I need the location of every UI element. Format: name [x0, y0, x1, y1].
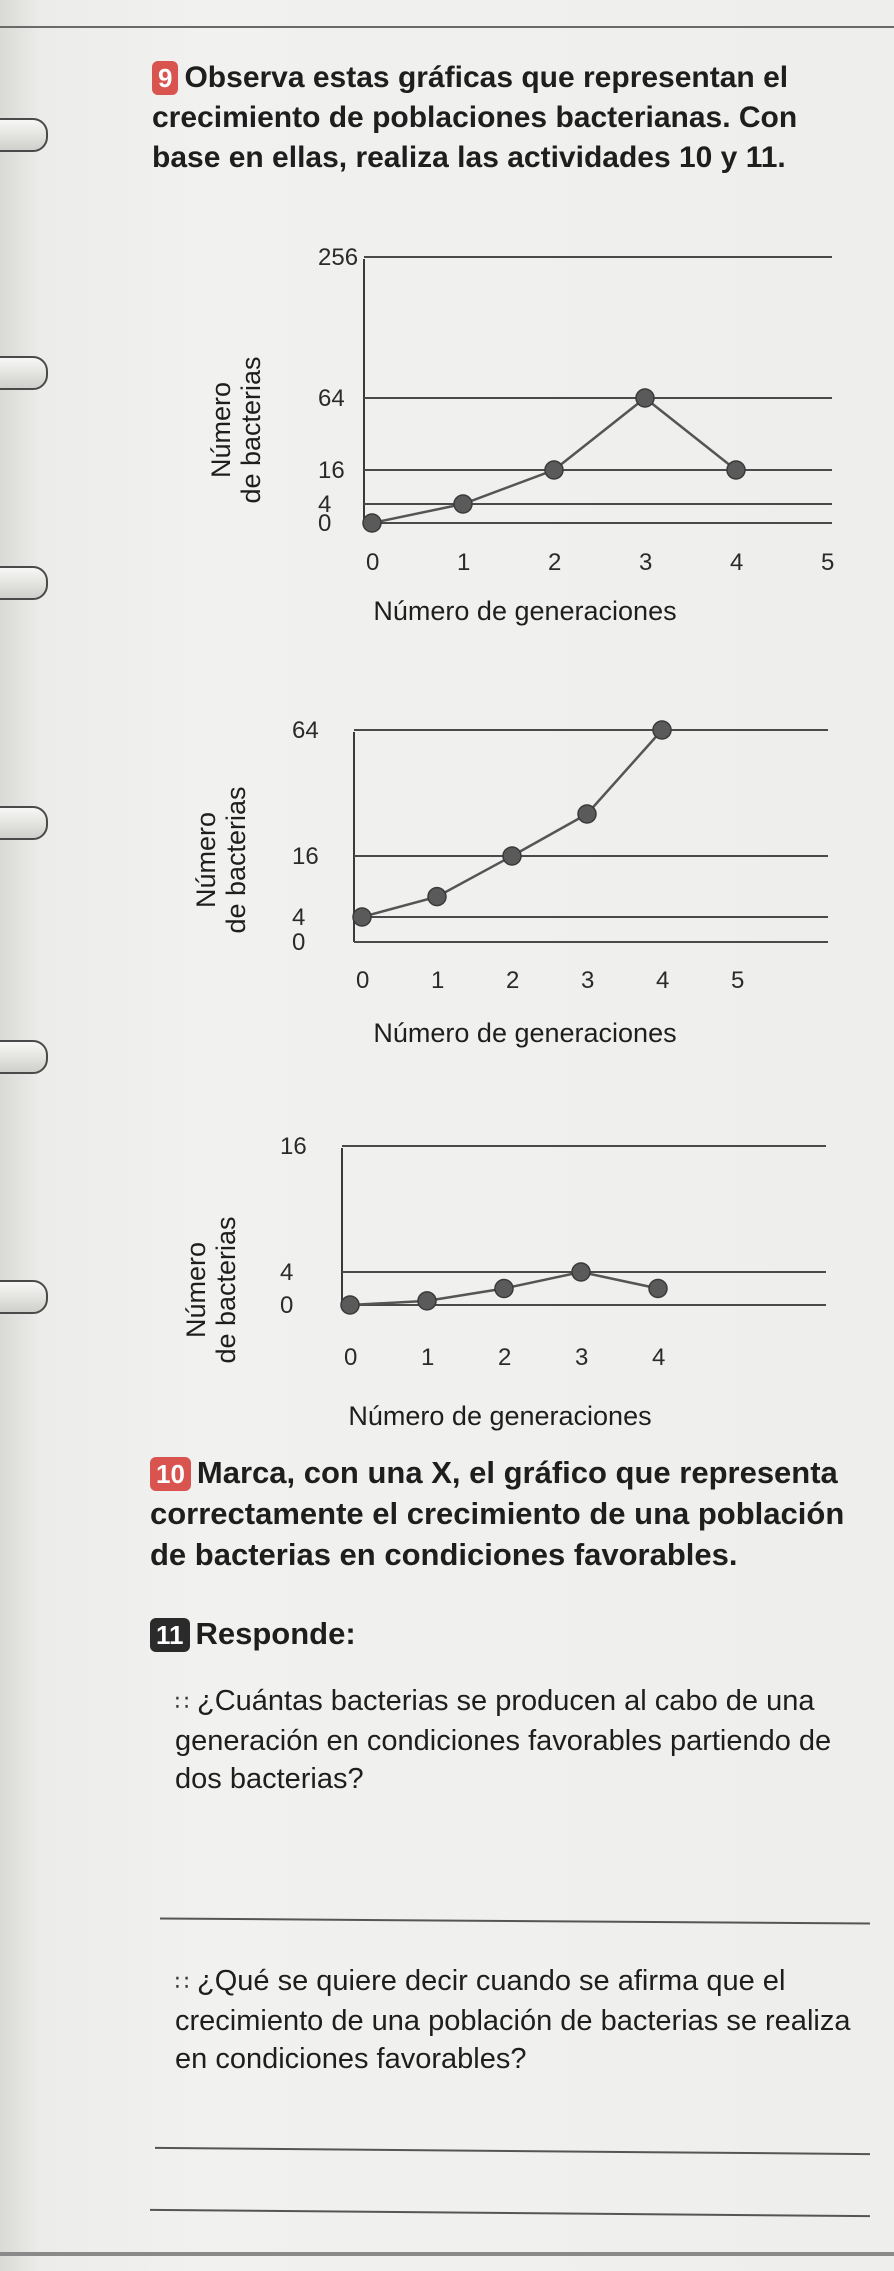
y-axis-title-line-1: Número	[191, 812, 221, 908]
x-tick-label: 1	[431, 967, 444, 994]
x-tick-label: 4	[730, 549, 743, 576]
question-10: 10 Marca, con una X, el gráfico que repre…	[150, 1452, 880, 1575]
question-10-text: Marca, con una X, el gráfico que represe…	[150, 1455, 845, 1572]
y-axis-title-line-1: Número	[206, 382, 236, 478]
question-number-badge: 11	[150, 1618, 190, 1652]
binder-ring	[0, 806, 48, 840]
y-tick-label: 16	[292, 843, 319, 870]
data-point	[362, 513, 382, 533]
data-point	[352, 907, 372, 927]
data-point	[577, 804, 597, 824]
x-tick-label: 3	[581, 967, 594, 994]
y-tick-label: 16	[318, 457, 345, 484]
y-tick-label: 4	[292, 904, 305, 931]
top-rule	[0, 26, 894, 28]
x-axis-title: Número de generaciones	[348, 1401, 651, 1431]
question-11b-text: ¿Qué se quiere decir cuando se afirma qu…	[175, 1965, 851, 2075]
y-tick-label: 0	[292, 929, 305, 956]
data-point	[635, 388, 655, 408]
question-number-badge: 9	[152, 61, 179, 95]
question-11a-text: ¿Cuántas bacterias se producen al cabo d…	[175, 1685, 832, 1795]
x-tick-label: 0	[344, 1344, 357, 1371]
binder-ring	[0, 566, 48, 600]
question-11-title: Responde:	[195, 1616, 356, 1651]
data-point	[571, 1262, 591, 1282]
x-tick-label: 3	[575, 1344, 588, 1371]
question-11: 11 Responde:	[150, 1616, 356, 1652]
y-tick-label: 0	[280, 1292, 293, 1319]
x-tick-label: 0	[356, 967, 369, 994]
data-point	[494, 1278, 514, 1299]
y-tick-label: 64	[318, 385, 345, 412]
question-9: 9 Observa estas gráficas que representan …	[152, 58, 872, 178]
x-tick-label: 0	[366, 549, 379, 576]
data-point	[652, 720, 672, 740]
x-tick-label: 5	[821, 549, 834, 576]
x-tick-label: 4	[656, 967, 669, 994]
x-tick-label: 4	[652, 1344, 665, 1371]
x-tick-label: 3	[639, 549, 652, 576]
question-9-text: Observa estas gráficas que representan e…	[152, 61, 798, 174]
x-tick-label: 2	[506, 967, 519, 994]
x-axis-title: Número de generaciones	[373, 1018, 676, 1048]
data-point	[544, 460, 564, 480]
y-tick-label: 16	[280, 1133, 307, 1160]
x-tick-label: 5	[731, 967, 744, 994]
question-number-badge: 10	[150, 1457, 191, 1491]
data-point	[726, 460, 746, 480]
answer-line[interactable]	[150, 2208, 870, 2218]
bottom-rule	[0, 2252, 894, 2256]
binder-ring	[0, 118, 48, 152]
bullet-icon: ∷	[175, 1690, 189, 1715]
x-tick-label: 1	[457, 549, 470, 576]
binder-ring	[0, 1280, 48, 1314]
x-tick-label: 2	[498, 1344, 511, 1371]
answer-line[interactable]	[155, 2146, 870, 2156]
x-tick-label: 2	[548, 549, 561, 576]
y-axis-title-line-2: de bacterias	[221, 786, 251, 933]
y-axis-title-line-2: de bacterias	[211, 1216, 241, 1363]
data-point	[502, 846, 522, 866]
y-tick-label: 4	[280, 1259, 293, 1286]
binder-ring	[0, 356, 48, 390]
y-tick-label: 256	[318, 244, 358, 271]
x-axis-title: Número de generaciones	[373, 596, 676, 626]
question-11b: ∷ ¿Qué se quiere decir cuando se afirma q…	[175, 1962, 875, 2078]
data-point	[453, 494, 473, 514]
y-tick-label: 0	[318, 510, 331, 537]
data-point	[427, 886, 447, 907]
binder-ring	[0, 1040, 48, 1074]
bullet-icon: ∷	[175, 1970, 189, 1995]
y-axis-title-line-2: de bacterias	[236, 356, 266, 503]
question-11a: ∷ ¿Cuántas bacterias se producen al cabo …	[175, 1682, 875, 1798]
data-point	[417, 1291, 437, 1311]
y-tick-label: 64	[292, 717, 319, 744]
y-axis-title-line-1: Número	[181, 1242, 211, 1338]
data-point	[340, 1295, 360, 1315]
chart-3-svg: 0 4 16 0 1 2 3 4 Número de generaciones Número de …	[181, 1133, 826, 1431]
x-tick-label: 1	[421, 1344, 434, 1371]
y-tick-label: 4	[318, 491, 331, 518]
answer-line[interactable]	[160, 1917, 870, 1925]
data-point	[648, 1278, 668, 1299]
